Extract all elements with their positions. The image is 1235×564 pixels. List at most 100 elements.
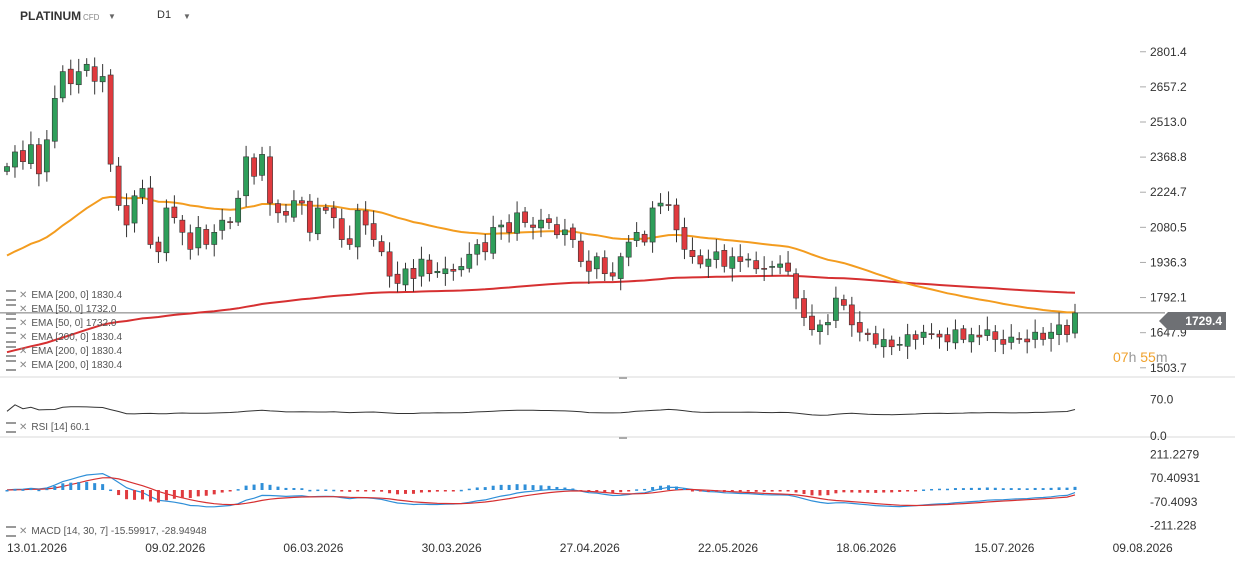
candle-body — [522, 211, 528, 223]
candle-body — [291, 200, 297, 218]
candle — [1000, 329, 1007, 355]
candle-body — [721, 250, 728, 267]
macd-histogram-bar — [874, 490, 878, 493]
pane-resize-handle[interactable] — [619, 437, 627, 439]
macd-histogram-bar — [180, 490, 184, 499]
candle — [649, 201, 656, 253]
macd-histogram-bar — [340, 490, 344, 492]
macd-histogram-bar — [228, 490, 232, 492]
settings-icon[interactable] — [6, 304, 16, 315]
macd-pane: 211.2279 70.40931 -70.4093 -211.228 — [5, 447, 1200, 533]
candle — [28, 131, 34, 169]
macd-histogram-bar — [858, 490, 862, 493]
close-icon[interactable]: ✕ — [19, 360, 28, 372]
candle — [665, 191, 672, 211]
settings-icon[interactable] — [6, 360, 16, 371]
indicator-label: EMA [200, 0] 1830.4 — [31, 360, 123, 372]
symbol-title[interactable]: PLATINUM — [20, 9, 82, 23]
candle — [848, 296, 855, 337]
candle — [737, 244, 744, 273]
candle-body — [474, 244, 481, 255]
candle — [944, 327, 951, 351]
close-icon[interactable]: ✕ — [19, 422, 28, 434]
close-icon[interactable]: ✕ — [19, 290, 28, 302]
rsi-line — [6, 404, 1076, 416]
macd-histogram-bar — [284, 487, 288, 490]
candle — [840, 294, 847, 311]
timeframe-dropdown-caret-icon[interactable]: ▼ — [183, 12, 191, 21]
price-tick-label: 2368.8 — [1150, 150, 1187, 164]
date-tick-label: 18.06.2026 — [836, 541, 896, 555]
candle — [609, 262, 616, 281]
macd-histogram-bar — [396, 490, 400, 495]
macd-histogram-bar — [866, 490, 870, 493]
timeframe-selector[interactable]: D1 — [157, 9, 172, 21]
candle — [856, 311, 863, 342]
candle — [1072, 303, 1078, 339]
macd-histogram-bar — [882, 490, 886, 493]
candle — [721, 244, 728, 273]
indicator-label: EMA [200, 0] 1830.4 — [31, 290, 123, 302]
candle — [291, 190, 297, 222]
macd-histogram-bar — [308, 489, 312, 492]
settings-icon[interactable] — [6, 526, 16, 537]
macd-histogram-bar — [1041, 488, 1045, 490]
candle-body — [601, 257, 608, 275]
settings-icon[interactable] — [6, 318, 16, 329]
candle-body — [211, 232, 218, 245]
settings-icon[interactable] — [6, 422, 16, 433]
candle — [163, 199, 170, 262]
settings-icon[interactable] — [6, 346, 16, 357]
pane-resize-handle[interactable] — [619, 377, 627, 379]
candle-body — [689, 250, 696, 257]
macd-histogram-bar — [260, 483, 264, 490]
close-icon[interactable]: ✕ — [19, 346, 28, 358]
candle — [346, 225, 353, 250]
candle-body — [458, 266, 465, 271]
candle-body — [641, 233, 648, 243]
symbol-dropdown-caret-icon[interactable]: ▼ — [108, 12, 116, 21]
close-icon[interactable]: ✕ — [19, 526, 28, 538]
macd-histogram-bar — [587, 490, 591, 492]
candle — [474, 239, 481, 266]
candle-body — [928, 333, 935, 335]
settings-icon[interactable] — [6, 332, 16, 343]
candle — [482, 234, 489, 261]
date-tick-label: 09.08.2026 — [1113, 541, 1173, 555]
candle — [394, 261, 401, 293]
macd-tick-label: -70.4093 — [1150, 495, 1198, 509]
candle-body — [418, 258, 425, 277]
candle — [562, 218, 568, 246]
close-icon[interactable]: ✕ — [19, 318, 28, 330]
macd-histogram-bar — [1017, 488, 1021, 490]
price-tick-label: 2513.0 — [1150, 115, 1187, 129]
date-tick-label: 22.05.2026 — [698, 541, 758, 555]
candle-body — [809, 315, 815, 331]
candle-body — [546, 218, 552, 223]
candle — [952, 319, 959, 350]
settings-icon[interactable] — [6, 290, 16, 301]
candle — [283, 204, 289, 223]
close-icon[interactable]: ✕ — [19, 332, 28, 344]
macd-histogram-bar — [539, 485, 543, 490]
close-icon[interactable]: ✕ — [19, 304, 28, 316]
candle — [299, 196, 305, 215]
candle — [354, 203, 361, 260]
macd-histogram-bar — [579, 490, 583, 492]
candle — [864, 328, 871, 342]
candle-body — [346, 238, 353, 245]
candle-body — [426, 259, 433, 275]
macd-histogram-bar — [212, 490, 216, 495]
candle-body — [20, 150, 26, 162]
candle-body — [1032, 331, 1039, 340]
candle-body — [769, 266, 776, 268]
ema-200-line — [6, 274, 1076, 354]
macd-histogram-bar — [164, 490, 168, 501]
candle — [322, 203, 329, 215]
candle — [514, 201, 520, 241]
candle-body — [259, 154, 265, 176]
candle — [912, 330, 919, 350]
candle — [522, 206, 528, 228]
candle-body — [171, 206, 178, 219]
candle — [362, 201, 369, 235]
